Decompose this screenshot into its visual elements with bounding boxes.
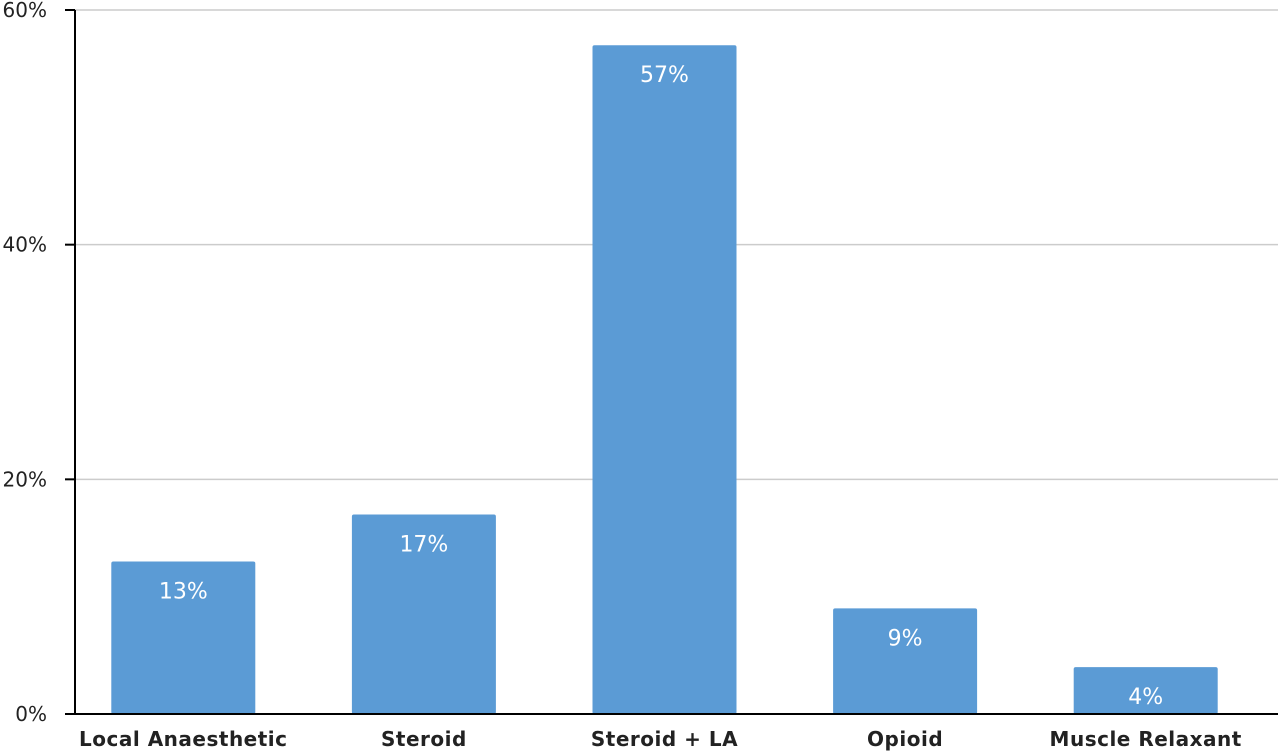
bar-data-label: 4%	[1128, 685, 1163, 710]
bar-data-label: 13%	[159, 579, 208, 604]
y-tick-label: 20%	[3, 467, 47, 491]
y-axis-ticks: 0% 20% 40% 60%	[3, 0, 75, 726]
bars	[111, 45, 1218, 714]
bar-data-label: 17%	[399, 533, 448, 558]
x-category-label: Steroid	[381, 727, 467, 751]
bar-data-labels: 13% 17% 57% 9% 4%	[159, 63, 1163, 710]
x-category-label: Muscle Relaxant	[1050, 727, 1242, 751]
x-category-label: Local Anaesthetic	[79, 727, 287, 751]
bar-data-label: 9%	[888, 626, 923, 651]
y-tick-label: 60%	[3, 0, 47, 22]
bar	[1073, 667, 1218, 714]
x-axis-category-labels: Local Anaesthetic Steroid Steroid + LA Opio…	[79, 727, 1242, 751]
bar	[111, 561, 256, 714]
bar-data-label: 57%	[640, 63, 689, 88]
bar	[833, 608, 978, 714]
x-category-label: Steroid + LA	[591, 727, 738, 751]
y-tick-label: 40%	[3, 233, 47, 257]
bar	[592, 45, 737, 714]
y-tick-label: 0%	[15, 702, 47, 726]
x-category-label: Opioid	[867, 727, 943, 751]
bar	[351, 514, 496, 714]
